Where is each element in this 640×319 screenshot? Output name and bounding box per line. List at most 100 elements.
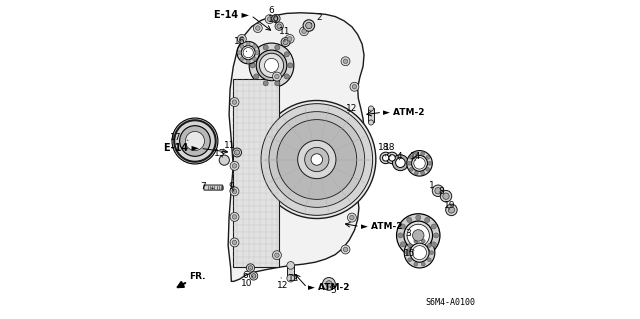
Circle shape [428,161,431,165]
Circle shape [232,164,237,168]
Text: 18: 18 [378,143,390,156]
Circle shape [273,251,282,260]
Text: 13: 13 [214,149,225,158]
Circle shape [300,27,308,36]
Circle shape [397,214,440,257]
Bar [369,108,374,122]
Circle shape [408,258,412,262]
Circle shape [392,155,408,171]
Circle shape [435,188,441,194]
Circle shape [415,152,419,156]
Text: 8: 8 [438,187,444,196]
Circle shape [243,48,253,58]
Text: ► ATM-2: ► ATM-2 [361,222,403,231]
Text: 12: 12 [276,278,288,290]
Circle shape [400,224,405,229]
Circle shape [369,106,374,111]
Circle shape [232,189,237,194]
Circle shape [246,42,250,46]
Circle shape [387,152,398,164]
Circle shape [232,100,237,104]
Text: 11: 11 [224,141,236,153]
Circle shape [410,243,429,262]
Circle shape [445,204,457,216]
Text: 2: 2 [311,13,322,24]
Circle shape [407,248,412,253]
Circle shape [277,24,282,28]
Circle shape [275,81,280,86]
Circle shape [414,239,418,243]
Text: 3: 3 [405,229,411,238]
Circle shape [250,63,255,68]
Text: 18: 18 [384,143,396,156]
Circle shape [380,152,392,164]
Text: 14: 14 [410,152,421,161]
Circle shape [407,224,429,247]
Circle shape [287,37,292,41]
Circle shape [426,167,429,171]
Circle shape [383,155,389,161]
Circle shape [420,152,424,156]
Circle shape [429,251,433,255]
Circle shape [246,60,250,63]
Text: 19: 19 [444,201,456,210]
Circle shape [281,38,290,47]
Bar [287,265,294,278]
Bar [233,79,278,267]
Circle shape [255,26,260,30]
Circle shape [389,155,396,161]
Circle shape [352,85,356,89]
Text: 10: 10 [268,15,280,24]
Circle shape [274,16,278,21]
Circle shape [275,22,284,30]
Circle shape [264,58,278,72]
Text: 9: 9 [228,182,234,191]
Circle shape [287,262,294,269]
Circle shape [413,246,426,260]
Circle shape [349,215,354,220]
Text: ► ATM-2: ► ATM-2 [308,283,349,292]
Text: 7: 7 [200,182,214,191]
Circle shape [230,161,239,170]
Circle shape [240,57,244,61]
Circle shape [275,45,280,50]
Circle shape [343,59,348,63]
Circle shape [253,57,257,61]
Circle shape [414,158,425,169]
Circle shape [443,193,449,199]
Circle shape [298,140,336,179]
Circle shape [253,44,257,48]
Circle shape [426,155,429,159]
Circle shape [396,158,405,167]
Text: 5: 5 [330,286,335,295]
Circle shape [421,239,425,243]
Circle shape [253,74,259,79]
Circle shape [237,34,246,43]
Circle shape [180,126,211,156]
Circle shape [410,155,413,159]
Circle shape [404,221,433,250]
Text: 11: 11 [279,27,291,41]
Circle shape [275,253,279,257]
Circle shape [230,212,239,221]
Circle shape [424,218,429,223]
Circle shape [404,237,435,268]
Circle shape [326,281,332,287]
Circle shape [410,167,413,171]
Circle shape [350,82,359,91]
Text: 10: 10 [241,276,253,288]
Circle shape [421,262,425,266]
Circle shape [311,154,323,165]
Circle shape [413,230,424,241]
Circle shape [272,14,280,23]
Circle shape [232,148,241,157]
Circle shape [420,171,424,175]
Circle shape [277,120,356,199]
Circle shape [269,112,365,207]
Circle shape [407,218,412,223]
Circle shape [240,44,244,48]
Circle shape [288,63,293,68]
Circle shape [414,262,418,266]
Circle shape [302,29,307,33]
Text: 17: 17 [170,133,188,142]
